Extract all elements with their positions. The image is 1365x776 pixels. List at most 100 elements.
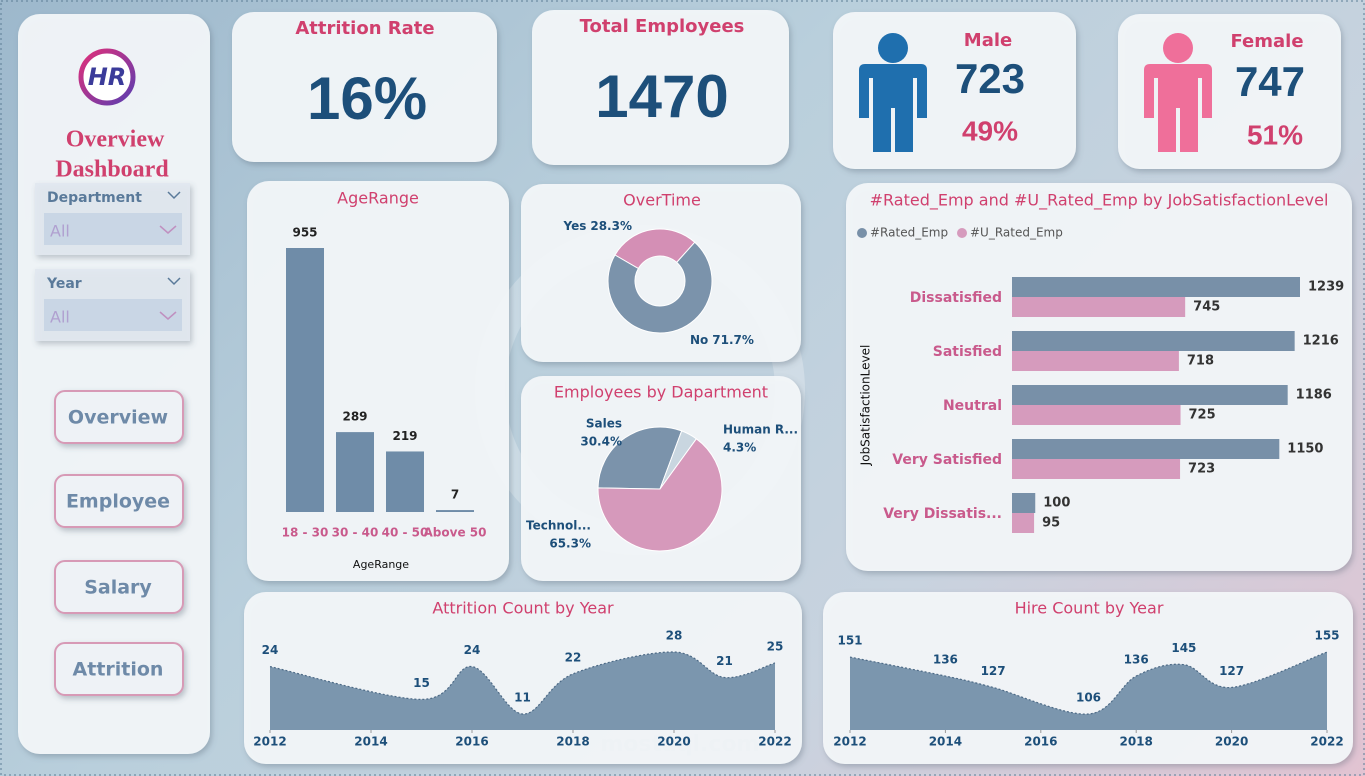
y-tick-label: Very Satisfied <box>892 452 1002 468</box>
logo: HR <box>88 63 127 91</box>
x-tick-label: 2016 <box>1024 735 1057 749</box>
filter-dropdown[interactable] <box>44 213 182 245</box>
chevron[interactable] <box>159 225 177 234</box>
filter-dropdown[interactable] <box>44 299 182 331</box>
sidebar-title: Dashboard <box>55 157 169 183</box>
button-box[interactable] <box>54 642 184 696</box>
x-tick-label: 2016 <box>455 735 488 749</box>
data-label: 22 <box>565 650 582 664</box>
slice-label: Yes 28.3% <box>562 219 632 233</box>
nav-button[interactable]: Salary <box>54 560 184 614</box>
bar <box>1012 459 1181 479</box>
data-label: 127 <box>1219 664 1244 678</box>
slice <box>597 438 723 552</box>
filter-label: Department <box>47 190 142 206</box>
data-label: 718 <box>1187 354 1214 369</box>
data-label: 1186 <box>1296 388 1332 403</box>
y-axis-label: JobSatisfactionLevel <box>859 345 873 467</box>
kpi-value: 747 <box>1235 58 1305 105</box>
slice-value: 71.7% <box>712 333 754 347</box>
person-body <box>1144 64 1212 152</box>
data-label: 723 <box>1188 462 1215 477</box>
slice <box>614 228 696 270</box>
data-label: 151 <box>837 634 862 648</box>
bar <box>336 432 374 512</box>
button-box[interactable] <box>54 390 184 444</box>
y-tick-label: Very Dissatis... <box>883 506 1002 522</box>
slice-value: 4.3% <box>723 441 756 455</box>
person-head <box>1163 33 1193 63</box>
slice-value: 65.3% <box>549 537 591 551</box>
kpi-share: 49% <box>962 115 1018 146</box>
y-tick-label: Satisfied <box>933 344 1002 360</box>
legend-label: #U_Rated_Emp <box>970 226 1063 240</box>
person-body <box>859 64 927 152</box>
button-label[interactable]: Employee <box>66 491 170 513</box>
data-label: 28 <box>666 629 683 643</box>
bar <box>386 451 424 512</box>
bar <box>1012 351 1179 371</box>
slice-category: Technol... <box>526 519 591 533</box>
data-label: 219 <box>392 429 417 443</box>
data-label: 1216 <box>1303 334 1339 349</box>
x-tick-label: 2012 <box>253 735 286 749</box>
chevron <box>167 277 181 286</box>
x-tick-label: 2022 <box>1310 735 1343 749</box>
button-box[interactable] <box>54 560 184 614</box>
bar <box>1012 297 1186 317</box>
x-tick-label: 40 - 50 <box>382 526 429 540</box>
data-label: 136 <box>933 653 958 667</box>
slice-value: 30.4% <box>580 435 622 449</box>
chart-title: AgeRange <box>337 189 419 208</box>
bar <box>1012 385 1288 405</box>
data-label: 155 <box>1314 629 1339 643</box>
button-label[interactable]: Overview <box>68 407 168 429</box>
button-box[interactable] <box>54 474 184 528</box>
data-label: 106 <box>1076 691 1101 705</box>
y-tick-label: Dissatisfied <box>910 290 1002 306</box>
kpi-card <box>532 10 789 165</box>
x-tick-label: 2014 <box>929 735 962 749</box>
nav-button[interactable]: Employee <box>54 474 184 528</box>
data-label: 15 <box>413 676 430 690</box>
slice-label: No 71.7% <box>690 333 754 347</box>
data-label: 145 <box>1171 641 1196 655</box>
data-label: 289 <box>342 410 367 424</box>
button-label[interactable]: Salary <box>84 577 152 599</box>
kpi-title: Female <box>1230 31 1303 52</box>
bar <box>1012 331 1295 351</box>
data-label: 136 <box>1124 653 1149 667</box>
line <box>849 651 1328 715</box>
x-tick-label: 2014 <box>354 735 387 749</box>
dropdown-box[interactable] <box>44 299 182 331</box>
x-tick-label: 2022 <box>758 735 791 749</box>
sidebar-title: Overview <box>66 127 165 153</box>
data-label: 95 <box>1042 516 1060 531</box>
dropdown-box[interactable] <box>44 213 182 245</box>
data-label: 725 <box>1189 408 1216 423</box>
bar <box>1012 493 1036 513</box>
slice <box>597 426 683 490</box>
button-label[interactable]: Attrition <box>73 659 164 681</box>
chart-title: Hire Count by Year <box>1015 599 1164 618</box>
chart-title: #Rated_Emp and #U_Rated_Emp by JobSatisf… <box>870 191 1329 211</box>
nav-button[interactable]: Attrition <box>54 642 184 696</box>
slice-category: Human R... <box>723 423 798 437</box>
chevron <box>167 191 181 200</box>
chevron[interactable] <box>159 311 177 320</box>
slice-category: No <box>690 333 708 347</box>
x-tick-label: 2012 <box>833 735 866 749</box>
nav-button[interactable]: Overview <box>54 390 184 444</box>
kpi-title: Male <box>964 30 1012 51</box>
y-tick-label: Neutral <box>943 398 1002 414</box>
dropdown-value: All <box>50 222 70 241</box>
x-tick-label: 2018 <box>1119 735 1152 749</box>
chart-card <box>521 184 801 362</box>
chart-title: Attrition Count by Year <box>432 599 614 618</box>
x-tick-label: Above 50 <box>424 526 487 540</box>
kpi-card <box>232 12 497 162</box>
kpi-value: 1470 <box>595 63 728 130</box>
